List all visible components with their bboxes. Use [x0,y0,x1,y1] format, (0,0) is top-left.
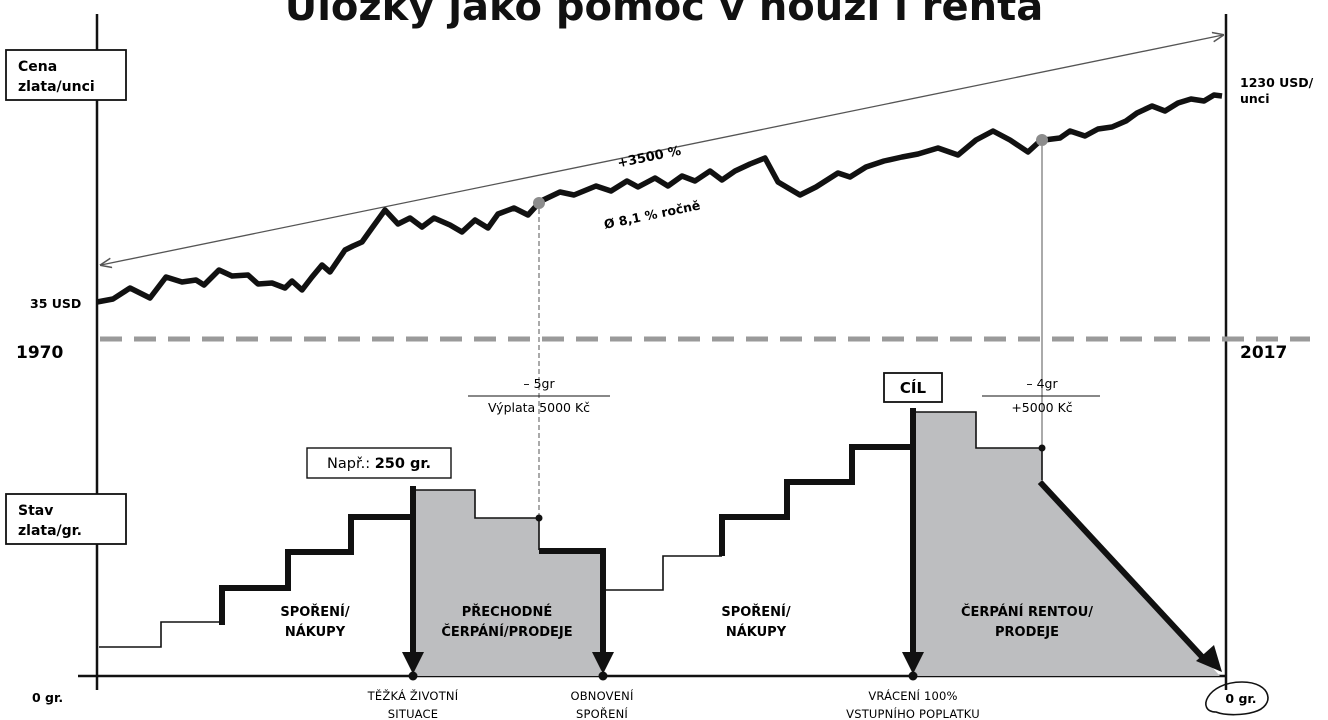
phase-label-saving-1: SPOŘENÍ/ NÁKUPY [280,604,350,640]
svg-text:ČERPÁNÍ/PRODEJE: ČERPÁNÍ/PRODEJE [441,624,572,640]
stock-end-value: 0 gr. [1205,681,1269,716]
svg-text:NÁKUPY: NÁKUPY [726,624,787,640]
price-end-unit: unci [1240,91,1270,106]
event-label-resume-saving: OBNOVENÍ SPOŘENÍ [570,688,634,720]
price-marker-1 [533,197,545,209]
svg-text:Např.: 250 gr.: Např.: 250 gr. [327,456,431,472]
price-start-value: 35 USD [30,296,81,311]
thin-steps [99,411,1043,648]
event-label-hardship: TĚŽKÁ ŽIVOTNÍ SITUACE [367,688,459,720]
svg-text:NÁKUPY: NÁKUPY [285,624,346,640]
svg-text:ČERPÁNÍ RENTOU/: ČERPÁNÍ RENTOU/ [961,604,1093,620]
stock-start-value: 0 gr. [32,690,63,705]
svg-text:SPOŘENÍ/: SPOŘENÍ/ [280,604,350,620]
svg-text:VSTUPNÍHO POPLATKU: VSTUPNÍHO POPLATKU [846,706,980,720]
svg-text:zlata/gr.: zlata/gr. [18,523,82,539]
svg-text:Výplata 5000 Kč: Výplata 5000 Kč [488,400,590,415]
start-year: 1970 [16,343,63,363]
svg-text:PŘECHODNÉ: PŘECHODNÉ [462,604,552,620]
page-title: Úložky jako pomoc v nouzi i renta [285,0,1044,30]
price-end-value: 1230 USD/ [1240,75,1314,90]
svg-text:PRODEJE: PRODEJE [995,625,1059,640]
svg-text:SPOŘENÍ/: SPOŘENÍ/ [721,604,791,620]
stock-axis-label: Stav zlata/gr. [5,493,127,545]
phase-label-saving-2: SPOŘENÍ/ NÁKUPY [721,604,791,640]
svg-text:OBNOVENÍ: OBNOVENÍ [570,688,634,703]
price-marker-2 [1036,134,1048,146]
event-markers [408,444,1046,681]
event-label-fee-refund: VRÁCENÍ 100% VSTUPNÍHO POPLATKU [846,688,980,720]
gold-price-line-3 [1043,92,1223,143]
svg-text:TĚŽKÁ ŽIVOTNÍ: TĚŽKÁ ŽIVOTNÍ [367,688,459,703]
svg-text:SITUACE: SITUACE [388,707,439,720]
svg-text:Cena: Cena [18,59,57,75]
thick-steps [219,444,1208,663]
svg-text:Stav: Stav [18,503,53,519]
phase-label-rent-withdrawal: ČERPÁNÍ RENTOU/ PRODEJE [961,604,1093,640]
withdrawal-note-1: – 5gr Výplata 5000 Kč [468,376,610,415]
svg-text:0 gr.: 0 gr. [1225,691,1256,706]
growth-annual-label: Ø 8,1 % ročně [603,197,702,231]
svg-text:+5000 Kč: +5000 Kč [1011,400,1072,415]
svg-text:– 4gr: – 4gr [1026,376,1058,391]
svg-text:SPOŘENÍ: SPOŘENÍ [576,706,628,720]
svg-text:VRÁCENÍ 100%: VRÁCENÍ 100% [868,688,957,703]
growth-total-label: +3500 % [616,144,682,172]
svg-text:zlata/unci: zlata/unci [18,79,95,95]
price-axis-label: Cena zlata/unci [5,49,127,101]
example-callout: Např.: 250 gr. [306,447,452,479]
gold-price-line-2 [539,128,1042,204]
svg-text:– 5gr: – 5gr [523,376,555,391]
withdrawal-area-2 [913,412,1220,676]
svg-text:CÍL: CÍL [900,378,927,397]
withdrawal-note-2: – 4gr +5000 Kč [982,376,1100,415]
goal-callout: CÍL [883,372,943,403]
end-year: 2017 [1240,343,1287,363]
phase-label-temporary-withdrawal: PŘECHODNÉ ČERPÁNÍ/PRODEJE [441,604,572,640]
growth-arrow [101,35,1223,265]
withdrawal-arrows [402,408,1222,674]
gold-price-line [96,202,541,305]
withdrawal-area-1 [413,490,601,676]
